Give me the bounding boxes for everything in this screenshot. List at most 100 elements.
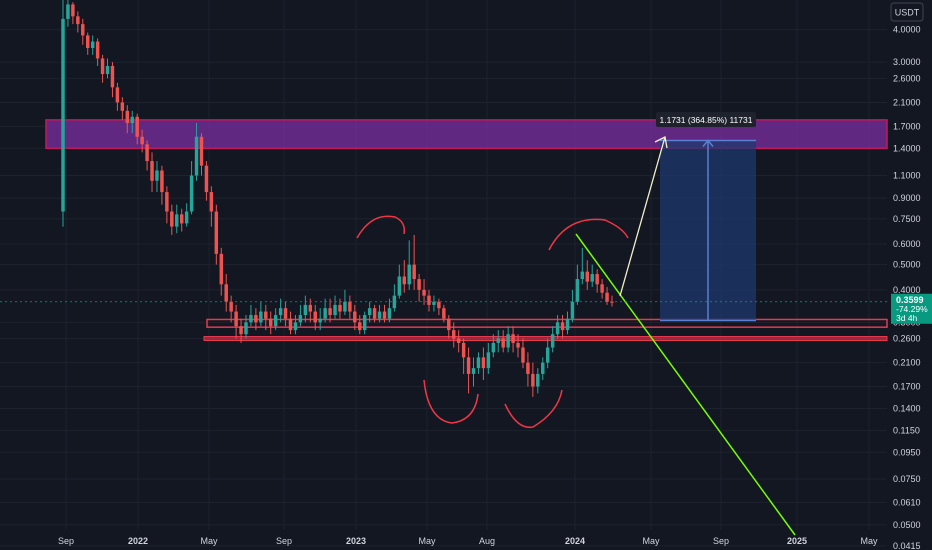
y-tick-label: 0.1700 — [893, 382, 921, 392]
candle-body — [585, 271, 590, 282]
candle-body — [595, 274, 599, 285]
y-tick-label: 0.0610 — [893, 497, 921, 507]
candle-body — [491, 342, 496, 353]
candle-body — [536, 373, 540, 387]
y-tick-label: 0.2600 — [893, 333, 921, 343]
candle-body — [160, 170, 164, 193]
candle-body — [555, 322, 560, 335]
candle-body — [387, 308, 392, 319]
x-tick-label: 2025 — [787, 536, 807, 546]
y-tick-label: 0.4000 — [893, 285, 921, 295]
candle-body — [516, 342, 520, 348]
resistance-zone[interactable] — [45, 119, 888, 150]
candle-body — [590, 274, 594, 282]
candle-body — [610, 301, 614, 303]
candle-body — [298, 315, 303, 323]
candle-body — [397, 276, 402, 296]
target-arrowhead — [702, 139, 714, 147]
candle-body — [471, 368, 476, 374]
right-top-arc[interactable] — [548, 218, 629, 251]
candle-body — [511, 334, 515, 343]
candle-body — [204, 165, 209, 193]
candle-body — [150, 161, 154, 181]
support-band[interactable] — [206, 318, 888, 328]
y-tick-label: 0.0500 — [893, 520, 921, 530]
candle-body — [249, 315, 253, 323]
y-tick-label: 4.0000 — [893, 25, 921, 35]
y-tick-label: 1.7000 — [893, 121, 921, 131]
candle-body — [308, 304, 313, 312]
right-bottom-arc[interactable] — [504, 389, 563, 429]
y-tick-label: 0.7500 — [893, 214, 921, 224]
candle-body — [575, 279, 580, 302]
candle-body — [175, 214, 179, 227]
candle-body — [560, 322, 565, 331]
candle-body — [422, 289, 426, 296]
candle-body — [362, 315, 367, 331]
candle-body — [130, 116, 134, 124]
candle-body — [343, 301, 347, 312]
candle-body — [417, 279, 421, 290]
x-tick-label: Sep — [276, 536, 292, 546]
candle-body — [283, 308, 288, 319]
candle-body — [81, 24, 85, 36]
projection-arrow[interactable] — [619, 136, 668, 297]
candle-body — [541, 362, 545, 374]
candle-body — [145, 144, 149, 162]
x-tick-label: 2022 — [128, 536, 148, 546]
candle-body — [234, 311, 238, 327]
y-tick-label: 0.6000 — [893, 239, 921, 249]
candle-body — [71, 4, 75, 17]
candle-body — [348, 301, 352, 312]
candle-body — [209, 192, 214, 212]
candle-body — [432, 301, 436, 305]
price-badge: 0.3599 -74.29% 3d 4h — [891, 293, 932, 324]
candle-body — [338, 304, 342, 312]
candle-body — [110, 65, 115, 88]
y-tick-label: 1.1000 — [893, 171, 921, 181]
candle-body — [570, 301, 575, 319]
y-tick-label: 2.1000 — [893, 97, 921, 107]
candle-body — [466, 357, 471, 374]
candle-body — [412, 264, 416, 280]
downtrend-line[interactable] — [575, 233, 796, 536]
candle-body — [605, 292, 609, 302]
y-tick-label: 0.2100 — [893, 358, 921, 368]
candle-body — [273, 315, 278, 327]
candle-body — [353, 311, 357, 323]
currency-badge[interactable]: USDT — [890, 2, 924, 22]
candle-body — [506, 334, 510, 348]
candle-body — [268, 318, 273, 327]
y-tick-label: 0.0415 — [893, 541, 921, 550]
candle-body — [526, 362, 530, 374]
candle-body — [476, 357, 481, 369]
support-line-low[interactable] — [203, 335, 888, 341]
candlesticks — [61, 0, 614, 397]
candle-body — [155, 170, 159, 181]
target-projection[interactable] — [660, 139, 756, 322]
candle-body — [219, 253, 224, 285]
candle-body — [288, 318, 293, 331]
y-tick-label: 0.0950 — [893, 447, 921, 457]
y-tick-label: 2.6000 — [893, 73, 921, 83]
candle-body — [565, 318, 570, 331]
candle-body — [550, 334, 555, 348]
candle-body — [239, 326, 243, 335]
candle-body — [179, 214, 184, 224]
y-tick-label: 0.0750 — [893, 474, 921, 484]
left-top-arc[interactable] — [356, 215, 406, 239]
y-tick-label: 0.9000 — [893, 193, 921, 203]
candle-body — [140, 136, 144, 145]
candle-body — [451, 330, 456, 339]
left-bottom-arc[interactable] — [423, 379, 479, 424]
candle-body — [293, 322, 298, 331]
pattern-annotations[interactable] — [356, 215, 629, 429]
support-lines[interactable] — [203, 318, 888, 341]
candle-body — [115, 87, 120, 103]
candle-body — [105, 65, 110, 75]
candle-body — [229, 301, 233, 312]
x-tick-label: May — [418, 536, 436, 546]
